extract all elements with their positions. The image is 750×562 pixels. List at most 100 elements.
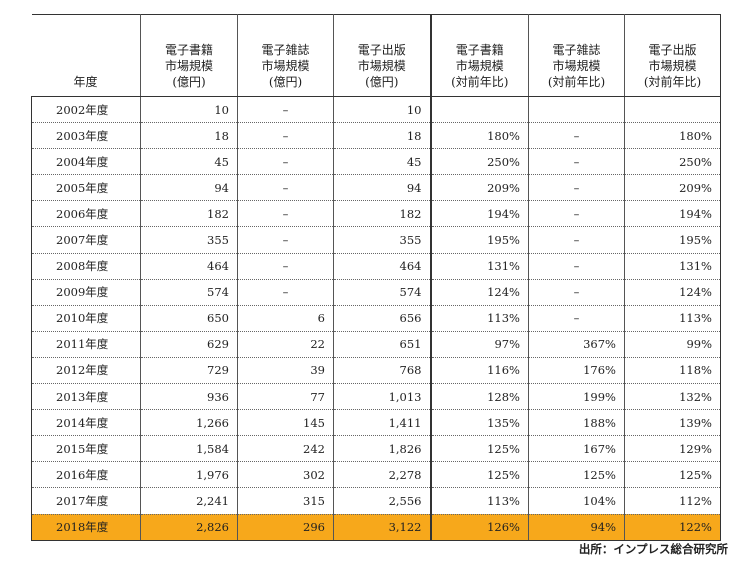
value-cell: 250% — [430, 148, 529, 176]
year-cell: 2017年度 — [31, 487, 141, 515]
value-cell: 1,826 — [333, 435, 432, 463]
value-cell: 94 — [140, 174, 238, 202]
value-cell: 199% — [528, 383, 625, 411]
table-row: 2010年度 650 6 656 113% –113% — [31, 305, 721, 332]
header-line: 年度 — [73, 75, 98, 89]
source-note: 出所：インプレス総合研究所 — [578, 542, 728, 556]
value-cell: 112% — [624, 487, 721, 515]
value-cell: 125% — [430, 461, 529, 489]
value-cell: 768 — [333, 357, 432, 385]
value-cell: – — [528, 174, 625, 202]
value-cell: 145 — [237, 409, 334, 437]
value-cell: 2,278 — [333, 461, 432, 489]
value-cell: 128% — [430, 383, 529, 411]
column-header: 電子雑誌 市場規模 (億円) — [237, 14, 334, 97]
value-cell: – — [528, 122, 625, 150]
value-cell: 651 — [333, 331, 432, 358]
table-row: 2008年度 464–464 131% –131% — [31, 253, 721, 280]
value-cell: – — [528, 305, 625, 332]
column-header: 電子出版市場規模 (億円) — [333, 14, 432, 97]
value-cell: 936 — [140, 383, 238, 411]
value-cell: 302 — [237, 461, 334, 489]
header-line: (億円) — [365, 75, 399, 89]
year-cell: 2006年度 — [31, 200, 141, 228]
value-cell: – — [528, 200, 625, 228]
table-row: 2005年度 94–94 209% –209% — [31, 174, 721, 202]
value-cell: – — [528, 279, 625, 306]
column-header: 電子出版 市場規模 (対前年比) — [624, 14, 721, 97]
year-cell: 2009年度 — [31, 279, 141, 306]
table-row: 2006年度 182–182 194% –194% — [31, 200, 721, 228]
value-cell: 1,411 — [333, 409, 432, 437]
value-cell: 104% — [528, 487, 625, 515]
column-header: 電子書籍 市場規模 (対前年比) — [430, 14, 529, 97]
value-cell: – — [237, 253, 334, 280]
year-cell: 2013年度 — [31, 383, 141, 411]
value-cell — [624, 96, 721, 124]
value-cell: 10 — [140, 96, 238, 124]
value-cell: 729 — [140, 357, 238, 385]
value-cell: 122% — [624, 514, 721, 541]
table-header: 年度 電子書籍 市場規模 (億円) 電子雑誌 市場規模 (億円) 電子出版 市場規模 (億円) 電子… — [31, 14, 721, 97]
value-cell: 1,976 — [140, 461, 238, 489]
value-cell: 131% — [624, 253, 721, 280]
table-row: 2004年度 45–45 250% –250% — [31, 148, 721, 176]
value-cell: 194% — [430, 200, 529, 228]
value-cell: 135% — [430, 409, 529, 437]
value-cell: 180% — [624, 122, 721, 150]
header-line: (億円) — [172, 75, 206, 89]
table-row: 2003年度 18–18 180% –180% — [31, 122, 721, 150]
value-cell: 2,826 — [140, 514, 238, 541]
year-cell: 2005年度 — [31, 174, 141, 202]
year-cell: 2014年度 — [31, 409, 141, 437]
value-cell: 367% — [528, 331, 625, 358]
value-cell — [430, 96, 529, 124]
value-cell: 113% — [430, 487, 529, 515]
value-cell: 296 — [237, 514, 334, 541]
value-cell: 94% — [528, 514, 625, 541]
table-body: 2002年度 10–10 2003年度 18–18 180% –180% 2004年度 45–… — [31, 96, 721, 541]
header-row: 年度 電子書籍 市場規模 (億円) 電子雑誌 市場規模 (億円) 電子出版 市場規模 (億円) 電子… — [31, 14, 721, 97]
header-line: (対前年比) — [451, 75, 509, 89]
value-cell: 99% — [624, 331, 721, 358]
value-cell: 2,241 — [140, 487, 238, 515]
value-cell: 194% — [624, 200, 721, 228]
value-cell: – — [237, 200, 334, 228]
table-row: 2011年度 629 22 651 97% 367% 99% — [31, 331, 721, 358]
value-cell: 131% — [430, 253, 529, 280]
market-size-table: 年度 電子書籍 市場規模 (億円) 電子雑誌 市場規模 (億円) 電子出版 市場規模 (億円) 電子… — [31, 14, 721, 541]
value-cell: 129% — [624, 435, 721, 463]
header-line: (億円) — [268, 75, 303, 89]
value-cell: 188% — [528, 409, 625, 437]
value-cell: – — [528, 148, 625, 176]
value-cell: 656 — [333, 305, 432, 332]
value-cell: 3,122 — [333, 514, 432, 541]
year-cell: 2015年度 — [31, 435, 141, 463]
value-cell: – — [237, 174, 334, 202]
year-cell: 2008年度 — [31, 253, 141, 280]
value-cell: 195% — [624, 226, 721, 254]
header-line: (対前年比) — [547, 75, 606, 89]
header-line: 電子出版 — [357, 43, 406, 57]
header-line: 市場規模 — [455, 59, 504, 73]
value-cell: 574 — [140, 279, 238, 306]
year-cell: 2016年度 — [31, 461, 141, 489]
value-cell: 182 — [140, 200, 238, 228]
value-cell: 1,584 — [140, 435, 238, 463]
table-row: 2014年度 1,266 145 1,411 135% 188% 139% — [31, 409, 721, 437]
value-cell — [528, 96, 625, 124]
year-cell: 2011年度 — [31, 331, 141, 358]
value-cell: 355 — [333, 226, 432, 254]
value-cell: 180% — [430, 122, 529, 150]
year-cell: 2003年度 — [31, 122, 141, 150]
header-line: 電子雑誌 — [552, 43, 601, 57]
year-cell: 2012年度 — [31, 357, 141, 385]
header-line: 電子書籍 — [164, 43, 213, 57]
table-row: 2016年度 1,976 302 2,278 125% 125% 125% — [31, 461, 721, 489]
value-cell: 77 — [237, 383, 334, 411]
header-line: 市場規模 — [357, 59, 406, 73]
value-cell: 1,266 — [140, 409, 238, 437]
value-cell: 574 — [333, 279, 432, 306]
value-cell: 6 — [237, 305, 334, 332]
value-cell: 125% — [528, 461, 625, 489]
